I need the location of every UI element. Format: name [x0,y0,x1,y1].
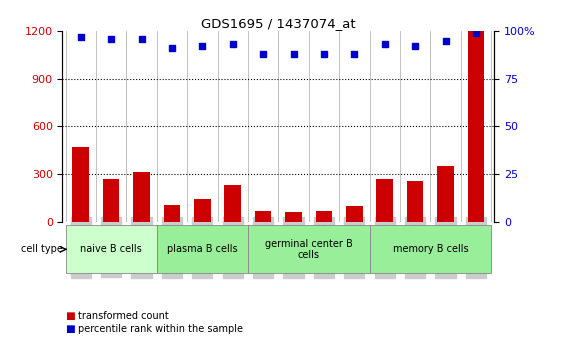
Bar [194,198,211,221]
Bar [467,31,485,221]
Text: percentile rank within the sample: percentile rank within the sample [78,325,243,334]
Text: transformed count: transformed count [78,311,169,321]
Point [380,42,389,47]
Bar [103,179,119,221]
Bar [248,225,370,273]
Bar [377,179,393,221]
Point [441,38,450,43]
Point [76,34,85,40]
Text: ■: ■ [65,325,75,334]
Bar [285,212,302,221]
Bar [133,171,150,221]
Bar [316,211,332,221]
Bar [437,166,454,221]
Point [471,30,481,36]
Text: memory B cells: memory B cells [392,244,468,254]
Text: germinal center B
cells: germinal center B cells [265,238,353,260]
Point [350,51,359,57]
Point [258,51,268,57]
Text: naive B cells: naive B cells [80,244,142,254]
Point [137,36,146,41]
Bar [72,147,89,221]
Bar [157,225,248,273]
Text: cell type: cell type [21,244,63,254]
Point [198,43,207,49]
Point [289,51,298,57]
Bar [407,181,424,221]
Bar [370,225,491,273]
Bar [224,185,241,221]
Point [319,51,328,57]
Bar [65,225,157,273]
Text: plasma B cells: plasma B cells [167,244,237,254]
Bar [346,206,363,221]
Point [107,36,116,41]
Bar [255,211,272,221]
Point [228,42,237,47]
Bar [164,205,180,221]
Point [168,46,177,51]
Point [411,43,420,49]
Title: GDS1695 / 1437074_at: GDS1695 / 1437074_at [201,17,356,30]
Text: ■: ■ [65,311,75,321]
